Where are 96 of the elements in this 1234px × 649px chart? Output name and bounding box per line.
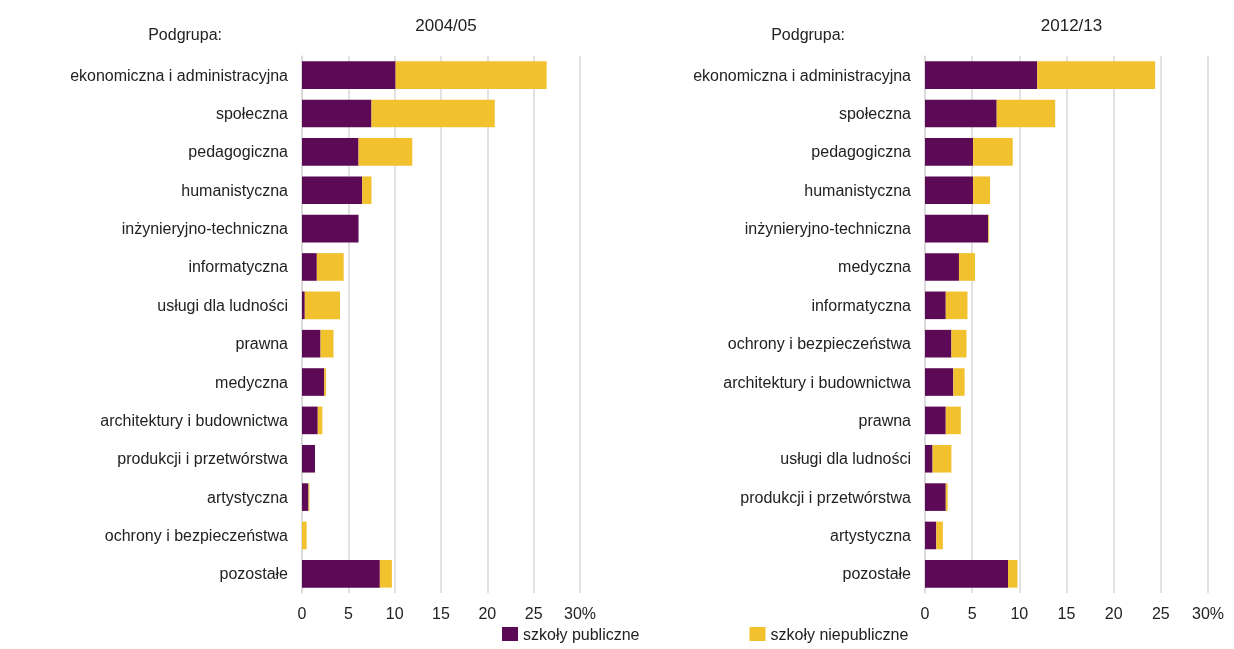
y-tick-label: ekonomiczna i administracyjna	[693, 66, 912, 84]
bar	[316, 253, 344, 281]
bar	[951, 329, 967, 358]
bar	[925, 368, 954, 396]
bar	[302, 61, 396, 89]
bar	[320, 329, 334, 358]
bar	[936, 521, 943, 550]
bar	[925, 483, 946, 511]
y-tick-label: artystyczna	[830, 526, 912, 544]
y-tick-label: medyczna	[838, 258, 912, 276]
legend-label: szkoły niepubliczne	[770, 625, 909, 643]
bar	[945, 291, 968, 320]
y-tick-label: pedagogiczna	[811, 143, 912, 161]
y-tick-label: społeczna	[838, 105, 912, 123]
bar	[302, 483, 309, 511]
bar	[302, 444, 315, 473]
x-tick-label: 10	[385, 604, 404, 622]
y-tick-label: pedagogiczna	[188, 143, 289, 161]
chart-title: 2012/13	[1040, 16, 1103, 35]
y-tick-label: usługi dla ludności	[157, 296, 288, 314]
bar	[302, 329, 321, 358]
y-tick-label: architektury i budownictwa	[100, 411, 289, 429]
x-tick-label: 5	[967, 604, 977, 622]
bar	[1008, 560, 1018, 588]
bar	[953, 368, 965, 396]
x-tick-label: 0	[297, 604, 307, 622]
x-tick-label: 25	[524, 604, 543, 622]
y-tick-label: prawna	[235, 335, 289, 353]
x-tick-label: 30%	[563, 604, 597, 622]
x-tick-label: 10	[1010, 604, 1029, 622]
x-tick-label: 5	[343, 604, 353, 622]
y-tick-label: ochrony i bezpieczeństwa	[104, 526, 289, 544]
y-tick-label: produkcji i przetwórstwa	[117, 450, 289, 468]
x-tick-label: 0	[920, 604, 930, 622]
bar	[973, 176, 991, 205]
bar	[958, 253, 975, 281]
y-tick-label: architektury i budownictwa	[723, 373, 912, 391]
bar	[302, 176, 363, 205]
bar	[1037, 61, 1156, 89]
bar	[302, 291, 305, 320]
y-tick-label: produkcji i przetwórstwa	[740, 488, 912, 506]
bar	[302, 138, 359, 166]
chart-title: 2004/05	[415, 16, 477, 35]
y-tick-label: prawna	[858, 411, 912, 429]
bar	[925, 560, 1009, 588]
y-axis-title: Podgrupa:	[148, 25, 222, 43]
bar	[358, 138, 413, 166]
y-tick-label: artystyczna	[207, 488, 289, 506]
y-tick-label: humanistyczna	[804, 181, 912, 199]
y-tick-label: pozostałe	[842, 565, 912, 583]
bar	[304, 291, 340, 320]
bar	[302, 521, 307, 550]
bar	[379, 560, 392, 588]
bar	[945, 406, 961, 435]
x-tick-label: 15	[1057, 604, 1076, 622]
x-tick-label: 20	[1104, 604, 1123, 622]
bar	[362, 176, 372, 205]
bar	[302, 253, 317, 281]
bar	[925, 406, 946, 435]
y-tick-label: informatyczna	[811, 296, 912, 314]
bar	[302, 406, 318, 435]
bar	[925, 99, 997, 128]
bar	[925, 444, 933, 473]
bar	[395, 61, 547, 89]
legend-label: szkoły publiczne	[523, 625, 640, 643]
bar	[932, 444, 952, 473]
x-tick-label: 15	[432, 604, 450, 622]
bar	[371, 99, 495, 128]
y-tick-label: inżynieryjno-techniczna	[121, 220, 289, 238]
y-tick-label: medyczna	[215, 373, 289, 391]
y-tick-label: ekonomiczna i administracyjna	[70, 66, 289, 84]
bar	[925, 176, 974, 205]
bar	[925, 138, 974, 166]
bar	[302, 368, 325, 396]
bar	[925, 521, 937, 550]
bar	[302, 99, 372, 128]
bar	[925, 329, 952, 358]
bar	[925, 61, 1038, 89]
x-tick-label: 25	[1151, 604, 1170, 622]
bar	[302, 214, 359, 243]
y-tick-label: humanistyczna	[181, 181, 289, 199]
y-tick-label: inżynieryjno-techniczna	[744, 220, 912, 238]
bar	[925, 253, 959, 281]
bar	[925, 214, 989, 243]
bar	[996, 99, 1056, 128]
y-tick-label: ochrony i bezpieczeństwa	[727, 335, 912, 353]
y-tick-label: pozostałe	[219, 565, 289, 583]
bar	[973, 138, 1013, 166]
y-tick-label: społeczna	[215, 105, 289, 123]
x-tick-label: 30%	[1191, 604, 1225, 622]
x-tick-label: 20	[478, 604, 497, 622]
y-tick-label: usługi dla ludności	[780, 450, 911, 468]
bar	[302, 560, 380, 588]
bar	[925, 291, 946, 320]
y-axis-title: Podgrupa:	[771, 25, 845, 43]
y-tick-label: informatyczna	[188, 258, 289, 276]
